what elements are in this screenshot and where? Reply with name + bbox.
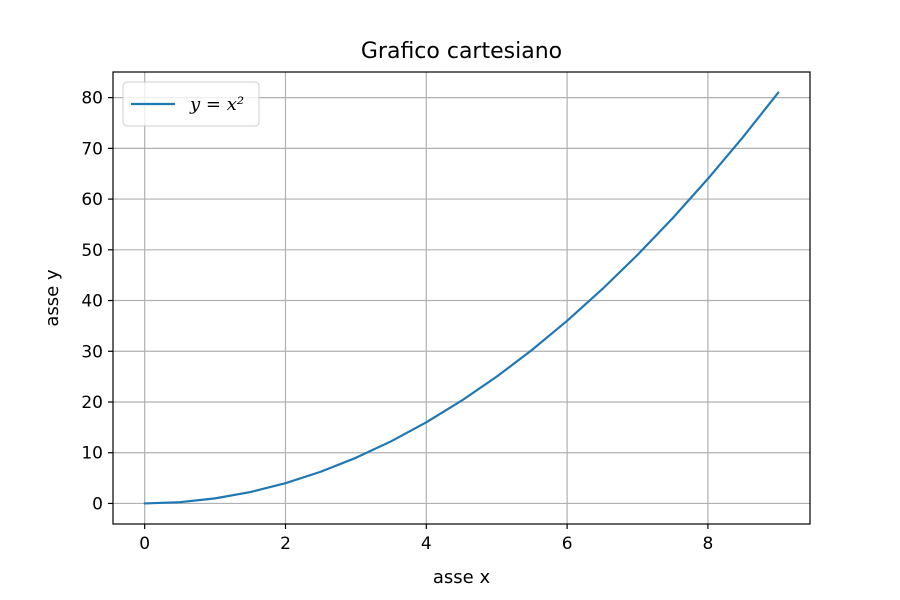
y-tick-label: 40 [81, 292, 103, 312]
y-tick-label: 60 [81, 190, 103, 210]
x-axis-label: asse x [433, 567, 491, 588]
y-tick-label: 80 [81, 89, 103, 109]
y-tick-label: 30 [81, 342, 103, 362]
y-axis-label: asse y [42, 269, 63, 327]
legend: y = x² [122, 81, 260, 127]
y-tick-label: 70 [81, 139, 103, 159]
y-tick-label: 20 [81, 393, 103, 413]
legend-box [122, 81, 260, 127]
chart-title: Grafico cartesiano [361, 39, 562, 64]
axes-frame [112, 71, 811, 525]
y-tick-label: 10 [81, 444, 103, 464]
x-tick-label: 8 [703, 534, 714, 554]
y-tick-label: 50 [81, 241, 103, 261]
x-tick-label: 4 [421, 534, 432, 554]
y-tick-label: 0 [92, 494, 103, 514]
x-tick-label: 0 [139, 534, 150, 554]
x-tick-label: 6 [562, 534, 573, 554]
legend-label: y = x² [189, 94, 244, 115]
plot-lines [143, 91, 780, 505]
series-line [143, 91, 780, 505]
x-tick-label: 2 [280, 534, 291, 554]
grid [113, 72, 810, 524]
